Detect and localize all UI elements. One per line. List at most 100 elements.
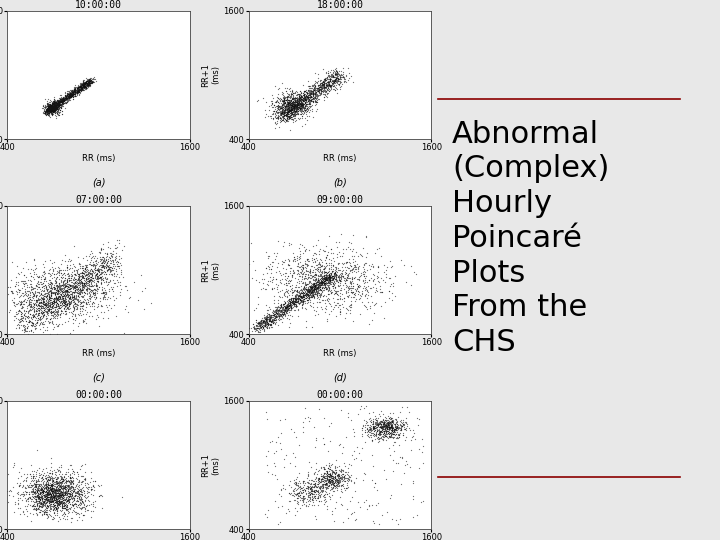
Point: [302, 92, 313, 101]
Point: [313, 298, 325, 307]
Point: [14, 490, 26, 499]
Point: [261, 322, 272, 331]
Point: [322, 273, 333, 282]
Point: [315, 276, 327, 285]
Point: [34, 309, 45, 318]
Point: [95, 301, 107, 310]
Point: [54, 97, 66, 105]
Point: [51, 98, 63, 107]
Point: [385, 429, 397, 438]
Point: [19, 279, 30, 287]
Point: [73, 272, 84, 281]
Point: [325, 483, 337, 492]
Point: [57, 299, 68, 307]
Point: [370, 430, 382, 438]
Point: [45, 490, 57, 499]
Point: [55, 98, 67, 107]
Point: [47, 296, 58, 305]
Point: [301, 93, 312, 102]
Point: [32, 288, 43, 296]
Point: [302, 482, 314, 490]
Point: [335, 230, 346, 238]
Point: [80, 270, 91, 279]
Point: [312, 264, 323, 273]
Point: [340, 275, 351, 284]
Point: [56, 281, 68, 289]
Point: [404, 426, 415, 434]
Point: [269, 310, 280, 319]
Point: [318, 93, 330, 102]
Point: [48, 476, 59, 485]
Point: [77, 271, 89, 280]
Point: [33, 283, 45, 292]
Point: [371, 244, 382, 253]
Point: [269, 315, 280, 323]
Point: [86, 267, 98, 276]
Point: [112, 236, 123, 245]
Point: [380, 424, 392, 433]
Point: [111, 254, 122, 262]
Point: [78, 76, 90, 85]
Point: [318, 80, 329, 89]
Point: [50, 296, 62, 305]
Text: (a): (a): [92, 178, 105, 187]
Point: [47, 102, 58, 111]
Point: [63, 91, 75, 99]
Point: [100, 274, 112, 283]
Point: [79, 83, 91, 91]
Point: [47, 492, 58, 501]
Point: [29, 291, 40, 300]
Point: [84, 76, 96, 85]
Point: [61, 505, 73, 514]
Point: [104, 265, 115, 274]
Point: [35, 313, 46, 321]
Point: [318, 83, 330, 91]
Point: [275, 303, 287, 312]
Point: [78, 510, 89, 519]
Point: [291, 289, 302, 298]
Point: [84, 260, 96, 268]
Point: [66, 89, 78, 98]
Point: [40, 508, 51, 516]
Point: [53, 98, 65, 107]
Point: [279, 111, 291, 120]
Point: [50, 103, 62, 112]
Point: [289, 105, 301, 113]
Point: [271, 113, 282, 122]
Point: [40, 497, 52, 506]
Point: [348, 296, 360, 305]
Point: [72, 305, 84, 313]
Point: [337, 273, 348, 281]
Point: [71, 301, 82, 310]
Point: [45, 294, 56, 302]
Point: [274, 311, 285, 320]
Point: [45, 104, 56, 112]
Point: [299, 293, 310, 301]
Point: [81, 79, 92, 88]
Point: [48, 99, 60, 108]
Point: [46, 308, 58, 316]
Point: [313, 260, 325, 268]
Point: [292, 96, 304, 104]
Point: [104, 266, 115, 275]
Point: [324, 83, 336, 91]
Point: [53, 292, 65, 301]
Point: [71, 87, 83, 96]
Point: [290, 93, 302, 102]
Point: [45, 97, 57, 105]
Point: [81, 81, 92, 90]
Point: [37, 487, 49, 496]
Point: [310, 97, 322, 105]
Point: [63, 307, 75, 316]
Point: [256, 319, 267, 328]
Point: [315, 486, 326, 495]
Point: [45, 105, 57, 114]
Point: [50, 497, 62, 506]
Point: [323, 269, 335, 278]
Point: [359, 268, 370, 276]
Point: [320, 273, 332, 281]
Point: [59, 294, 71, 302]
Point: [290, 98, 302, 106]
Point: [64, 96, 76, 105]
Point: [102, 243, 114, 252]
